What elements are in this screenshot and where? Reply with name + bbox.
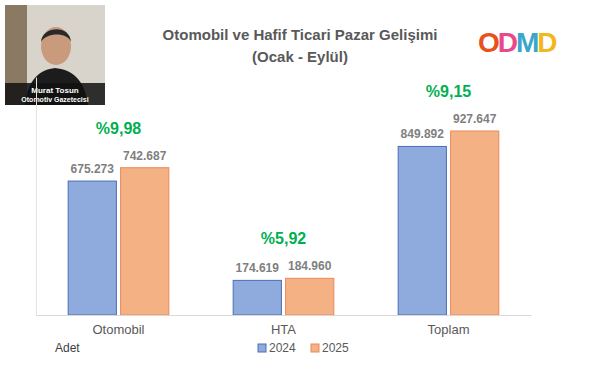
legend-label: 2024 <box>269 341 296 355</box>
data-labels: 675.273 174.619 849.892 742.687 184.960 927.6… <box>71 112 497 275</box>
photo-caption-bg <box>5 83 105 105</box>
x-tick: Toplam <box>428 315 470 337</box>
x-tick-label: Toplam <box>428 322 470 337</box>
photo-head <box>41 27 71 65</box>
photo-bg <box>5 5 105 105</box>
data-label: 184.960 <box>288 259 332 273</box>
bar <box>286 278 334 315</box>
x-tick: Otomobil <box>92 315 144 337</box>
bar <box>398 146 446 315</box>
chart: Otomobil ve Hafif Ticari Pazar Gelişimi (… <box>0 0 600 381</box>
growth-label: %9,15 <box>426 83 471 100</box>
logo-letter: O <box>478 27 499 58</box>
data-label: 675.273 <box>71 162 115 176</box>
data-label: 927.647 <box>453 112 497 126</box>
data-label: 174.619 <box>236 261 280 275</box>
x-axis: Otomobil HTA Toplam <box>37 315 532 337</box>
x-tick: HTA <box>271 315 296 337</box>
x-tick-label: Otomobil <box>92 322 144 337</box>
author-role: Otomotiv Gazetecisi <box>21 96 88 103</box>
annotations: %9,98 %5,92 %9,15 <box>96 83 471 247</box>
data-label: 849.892 <box>401 127 445 141</box>
logo-letter: D <box>498 27 518 58</box>
legend-item: 2025 <box>311 341 349 355</box>
legend-label: 2025 <box>322 341 349 355</box>
legend-item: 2024 <box>258 341 296 355</box>
growth-label: %5,92 <box>261 230 306 247</box>
x-axis-line <box>37 315 532 316</box>
legend-swatch <box>311 344 319 352</box>
growth-label: %9,98 <box>96 120 141 137</box>
bar <box>68 181 116 315</box>
author-name: Murat Tosun <box>31 86 79 95</box>
bar <box>121 168 169 315</box>
bar <box>233 280 281 315</box>
logo-letter: M <box>516 27 538 58</box>
y-axis-title: Adet <box>55 341 80 355</box>
x-tick-label: HTA <box>271 322 296 337</box>
legend: 2024 2025 <box>258 341 349 355</box>
y-axis <box>36 78 37 316</box>
logo-letter: D <box>537 27 557 58</box>
photo-hair <box>41 29 71 42</box>
bars <box>68 131 499 315</box>
data-label: 742.687 <box>123 149 167 163</box>
logo: ODMD <box>478 27 557 58</box>
subtitle: (Ocak - Eylül) <box>252 48 348 65</box>
y-axis-line <box>36 78 37 316</box>
bar <box>451 131 499 315</box>
author-photo: Murat TosunOtomotiv Gazetecisi <box>5 5 105 105</box>
legend-swatch <box>258 344 266 352</box>
title: Otomobil ve Hafif Ticari Pazar Gelişimi <box>163 26 438 43</box>
